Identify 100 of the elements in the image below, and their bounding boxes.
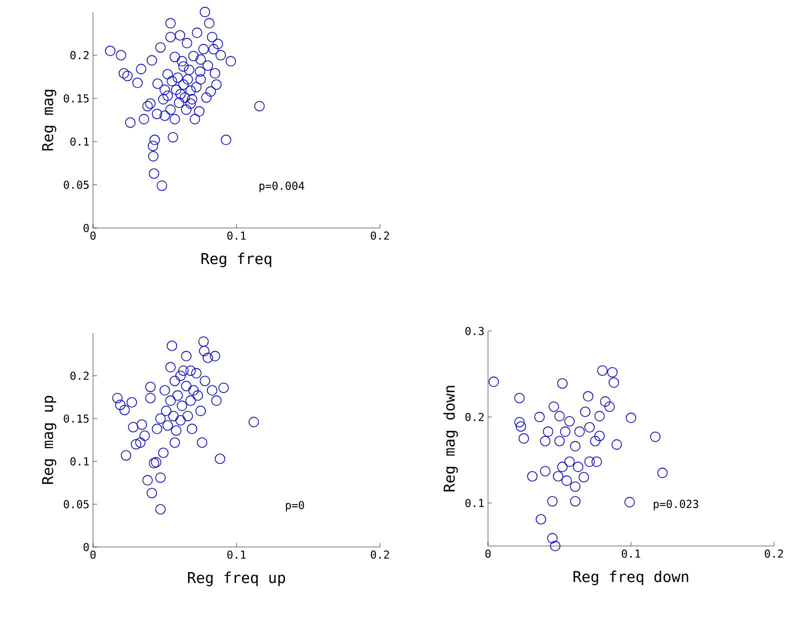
x-axis-title: Reg freq up [188, 572, 286, 586]
point [172, 390, 183, 401]
point [534, 412, 545, 422]
point [206, 385, 218, 396]
point [550, 540, 560, 552]
point [199, 346, 210, 356]
y-tick-label: 0.2 [70, 51, 89, 60]
point [597, 365, 608, 376]
point [135, 437, 146, 448]
point [518, 433, 529, 444]
point [584, 422, 595, 433]
point [584, 456, 595, 467]
point [155, 472, 166, 483]
point [604, 401, 615, 412]
x-tick-label: 0 [90, 232, 96, 240]
point [146, 488, 158, 498]
point [171, 425, 182, 436]
point [554, 410, 565, 422]
point [198, 336, 209, 347]
point [170, 437, 180, 448]
annotation: p=0.023 [654, 500, 698, 510]
point [178, 365, 189, 376]
point [200, 376, 210, 386]
point [155, 504, 166, 515]
point [554, 436, 565, 446]
point [527, 471, 538, 482]
x-tick-label: 0.1 [622, 550, 640, 558]
point [188, 385, 199, 396]
point [142, 475, 153, 486]
point [570, 481, 580, 492]
point [650, 432, 661, 442]
point [170, 376, 180, 386]
y-axis-title: Reg mag [42, 90, 56, 150]
point [542, 426, 554, 437]
point [564, 416, 575, 426]
point [120, 450, 132, 461]
point [211, 395, 222, 406]
point [557, 462, 568, 472]
point [160, 406, 172, 416]
point [136, 419, 147, 430]
point [218, 382, 229, 393]
point [552, 471, 564, 482]
x-tick-label: 0 [90, 550, 96, 559]
point [181, 380, 192, 392]
x-tick-label: 0.1 [227, 232, 246, 240]
point [166, 340, 178, 352]
x-tick-label: 0.1 [227, 550, 246, 559]
point [582, 391, 594, 402]
y-tick-label: 0.1 [70, 137, 89, 146]
y-tick-label: 0.15 [64, 414, 89, 423]
y-tick-label: 0 [84, 224, 89, 232]
point [557, 378, 568, 389]
point [176, 400, 188, 411]
y-axis-title: Reg mag down [443, 386, 458, 492]
point [560, 426, 570, 437]
point [155, 413, 166, 424]
point [612, 439, 622, 450]
point [624, 496, 635, 508]
point [165, 395, 176, 406]
point [186, 424, 198, 434]
point [181, 350, 192, 362]
point [130, 439, 142, 450]
point [561, 475, 572, 486]
point [547, 496, 558, 506]
x-tick-label: 0 [485, 550, 491, 558]
x-tick-label: 0.2 [764, 550, 783, 558]
point [128, 422, 138, 432]
point [182, 410, 193, 422]
point [192, 390, 203, 401]
point [594, 410, 605, 422]
point [548, 401, 559, 412]
point [514, 416, 525, 428]
y-tick-label: 0.2 [70, 372, 89, 380]
y-tick-label: 0.15 [64, 94, 89, 103]
point [488, 376, 499, 387]
point [590, 436, 600, 446]
point [152, 424, 162, 434]
point [145, 382, 156, 392]
point [540, 436, 550, 446]
point [540, 466, 550, 476]
point [536, 514, 546, 525]
point [191, 368, 202, 378]
point [185, 365, 196, 376]
point [175, 415, 186, 426]
point [514, 392, 525, 404]
point [185, 395, 196, 406]
point [126, 397, 137, 408]
point [572, 462, 584, 472]
point [160, 385, 170, 396]
point [195, 406, 206, 416]
point [600, 396, 610, 407]
point [626, 412, 636, 424]
point [214, 454, 226, 464]
point [175, 370, 186, 381]
point [591, 456, 602, 467]
y-tick-label: 0.05 [64, 180, 89, 189]
y-tick-label: 0.1 [70, 457, 89, 466]
point [516, 421, 526, 432]
point [547, 533, 558, 544]
point [580, 406, 590, 418]
